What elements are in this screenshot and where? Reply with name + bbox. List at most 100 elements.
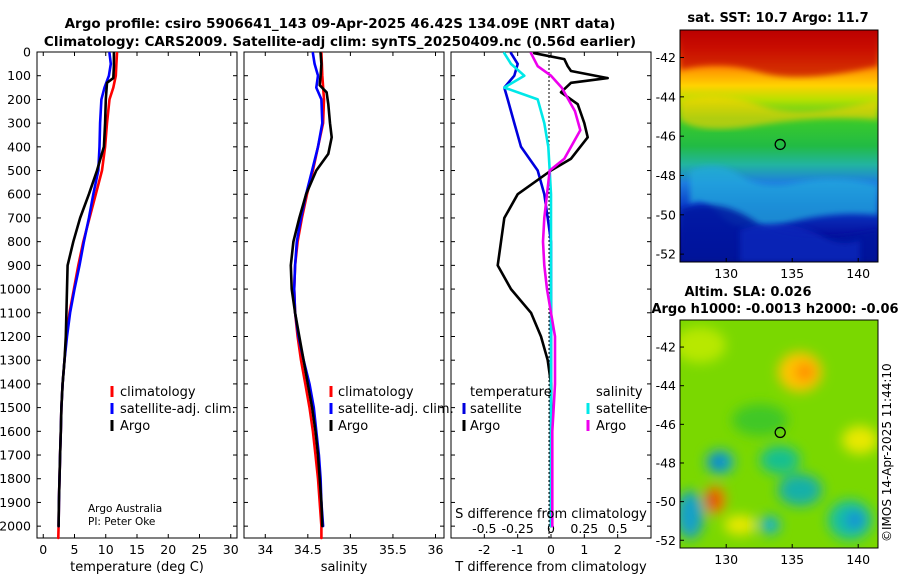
sst-map-ticks: 130 135 140 -42 -44 -46 -48 -50 -52: [656, 50, 871, 281]
sla-map-title-line-1: Altim. SLA: 0.026: [685, 285, 812, 300]
x-tick-label: 0: [547, 542, 555, 557]
x-tick-label: 35: [342, 542, 358, 557]
temperature-x-label: temperature (deg C): [70, 560, 204, 575]
depth-tick-label: 1500: [0, 400, 31, 415]
credit-line-2: PI: Peter Oke: [88, 516, 155, 528]
difference-ticks: -2 -1 0 1 2 -0.5 -0.25 0 0.25 0.5: [472, 52, 628, 557]
x-tick-label: 35.5: [379, 542, 407, 557]
depth-tick-label: 900: [7, 258, 31, 273]
depth-tick-label: 1600: [0, 424, 31, 439]
top-tick-label: 0.5: [608, 521, 628, 536]
map-x-tick-label: 130: [714, 266, 738, 281]
temperature-legend: climatology satellite-adj. clim. Argo: [110, 385, 236, 434]
map-y-tick-label: -52: [656, 533, 676, 548]
depth-tick-label: 0: [23, 45, 31, 60]
copyright-stamp: ©IMOS 14-Apr-2025 11:44:10: [880, 363, 894, 542]
depth-axis-ticks: 0 100 200 300 400 500 600 700 800 900 1000 1100 1200…: [0, 45, 651, 534]
depth-tick-label: 1900: [0, 495, 31, 510]
map-y-tick-label: -52: [656, 247, 676, 262]
sst-map-title: sat. SST: 10.7 Argo: 11.7: [687, 11, 868, 26]
x-tick-label: 1: [580, 542, 588, 557]
x-tick-label: 2: [614, 542, 622, 557]
map-x-tick-label: 130: [714, 552, 738, 567]
salinity-x-label: salinity: [321, 560, 368, 575]
map-x-tick-label: 140: [846, 266, 870, 281]
x-tick-label: 0: [39, 542, 47, 557]
series-line-argo: [289, 51, 334, 528]
sla-map-title-line-2: Argo h1000: -0.0013 h2000: -0.06: [651, 302, 898, 317]
depth-tick-label: 1200: [0, 329, 31, 344]
depth-tick-label: 800: [7, 234, 31, 249]
legend-label-satellite: satellite-adj. clim.: [120, 402, 236, 417]
depth-tick-label: 600: [7, 187, 31, 202]
depth-tick-label: 100: [7, 68, 31, 83]
x-tick-label: 25: [192, 542, 208, 557]
legend-label-argo: Argo: [338, 419, 368, 434]
title-line-1: Argo profile: csiro 5906641_143 09-Apr-2…: [65, 16, 616, 32]
x-tick-label: -2: [478, 542, 490, 557]
legend-label-s-argo: Argo: [596, 419, 626, 434]
depth-tick-label: 1700: [0, 448, 31, 463]
map-y-tick-label: -44: [656, 378, 676, 393]
sst-heatmap: [680, 30, 878, 262]
map-y-tick-label: -46: [656, 417, 676, 432]
salinity-axes-frame: [243, 51, 445, 539]
x-tick-label: 5: [71, 542, 79, 557]
map-y-tick-label: -48: [656, 168, 676, 183]
depth-tick-label: 300: [7, 116, 31, 131]
map-x-tick-label: 135: [780, 552, 804, 567]
x-tick-label: 15: [129, 542, 145, 557]
sst-map-panel: sat. SST: 10.7 Argo: 11.7 130 135 140 -42 -4…: [656, 11, 879, 281]
legend-label-climatology: climatology: [120, 385, 196, 400]
salinity-panel: 34 34.5 35 35.5 36 salinity climatology sate…: [243, 51, 454, 575]
salinity-ticks: 34 34.5 35 35.5 36: [257, 52, 443, 557]
depth-tick-label: 700: [7, 210, 31, 225]
depth-tick-label: 1100: [0, 305, 31, 320]
salinity-legend: climatology satellite-adj. clim. Argo: [329, 385, 454, 434]
map-y-tick-label: -44: [656, 89, 676, 104]
credit-line-1: Argo Australia: [88, 503, 162, 515]
difference-x-label: T difference from climatology: [454, 560, 647, 575]
temperature-difference-legend: temperature satellite Argo: [462, 385, 552, 434]
difference-panel: -2 -1 0 1 2 -0.5 -0.25 0 0.25 0.5 T difference fr…: [450, 51, 652, 575]
x-tick-label: 10: [98, 542, 114, 557]
salinity-difference-legend: salinity satellite Argo: [586, 385, 648, 434]
depth-tick-label: 1800: [0, 471, 31, 486]
sla-argo-location-marker: [774, 426, 786, 439]
map-y-tick-label: -46: [656, 129, 676, 144]
top-tick-label: -0.25: [501, 521, 533, 536]
x-tick-label: 30: [223, 542, 239, 557]
map-x-tick-label: 135: [780, 266, 804, 281]
depth-tick-label: 1300: [0, 353, 31, 368]
depth-tick-label: 500: [7, 163, 31, 178]
temperature-panel: 0100200300400500600700800900100011001200…: [0, 45, 651, 575]
x-tick-label: 20: [160, 542, 176, 557]
legend-label-satellite: satellite-adj. clim.: [338, 402, 454, 417]
legend-title-temperature: temperature: [470, 385, 552, 400]
sla-map-ticks: 130 135 140 -42 -44 -46 -48 -50 -52: [656, 340, 871, 567]
map-y-tick-label: -50: [656, 207, 676, 222]
map-x-tick-label: 140: [846, 552, 870, 567]
top-tick-label: -0.5: [472, 521, 496, 536]
x-tick-label: 34.5: [294, 542, 322, 557]
series-line-argo: [57, 51, 116, 528]
sla-map-frame: [679, 319, 879, 549]
depth-tick-label: 2000: [0, 519, 31, 534]
x-tick-label: 34: [257, 542, 273, 557]
map-y-tick-label: -48: [656, 455, 676, 470]
legend-label-t-argo: Argo: [470, 419, 500, 434]
x-tick-label: 36: [428, 542, 444, 557]
map-y-tick-label: -50: [656, 494, 676, 509]
legend-label-t-satellite: satellite: [470, 402, 522, 417]
depth-tick-label: 1000: [0, 282, 31, 297]
map-y-tick-label: -42: [656, 50, 676, 65]
depth-tick-label: 1400: [0, 376, 31, 391]
top-tick-label: 0: [547, 521, 555, 536]
legend-label-s-satellite: satellite: [596, 402, 648, 417]
map-y-tick-label: -42: [656, 340, 676, 355]
series-line-s-argo: [529, 51, 582, 528]
temperature-x-ticks: 0 5 10 15 20 25 30: [39, 52, 239, 557]
title-line-2: Climatology: CARS2009. Satellite-adj cli…: [44, 34, 636, 50]
sst-argo-location-marker: [774, 138, 786, 151]
